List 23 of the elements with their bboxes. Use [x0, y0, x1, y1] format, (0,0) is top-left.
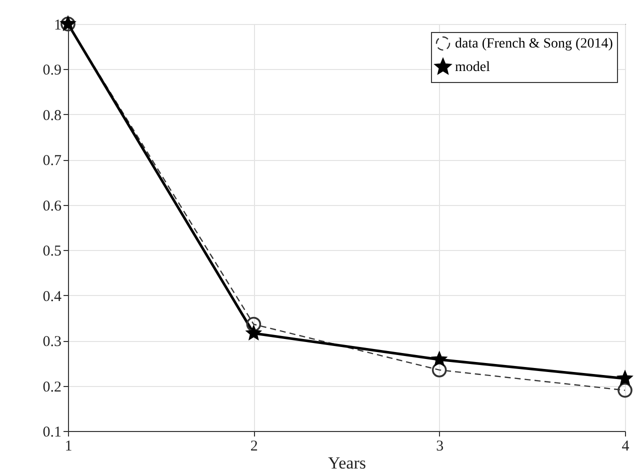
y-tick-label: 0.4: [42, 288, 62, 305]
x-tick-label: 4: [622, 438, 630, 454]
x-tick-label: 1: [64, 438, 72, 454]
legend-label: data (French & Song (2014): [455, 36, 614, 52]
y-tick-label: 0.2: [42, 379, 62, 396]
y-tick-label: 0.9: [42, 62, 62, 79]
y-tick-label: 1: [54, 18, 62, 34]
y-tick-label: 0.1: [42, 424, 62, 440]
y-tick-label: 0.5: [42, 244, 62, 260]
x-tick-label: 2: [250, 438, 258, 454]
x-axis-title: Years: [328, 454, 366, 472]
point: [618, 371, 632, 385]
point: [432, 362, 447, 378]
point: [618, 382, 632, 398]
y-tick-label: 0.6: [42, 198, 62, 214]
y-tick-label: 0.8: [42, 108, 62, 124]
point: [246, 316, 262, 332]
y-tick-label: 0.7: [42, 153, 62, 170]
point: [432, 352, 446, 366]
legend-label: model: [455, 60, 490, 75]
x-tick-label: 3: [436, 438, 444, 454]
y-tick-label: 0.3: [42, 334, 62, 350]
point: [246, 326, 261, 340]
